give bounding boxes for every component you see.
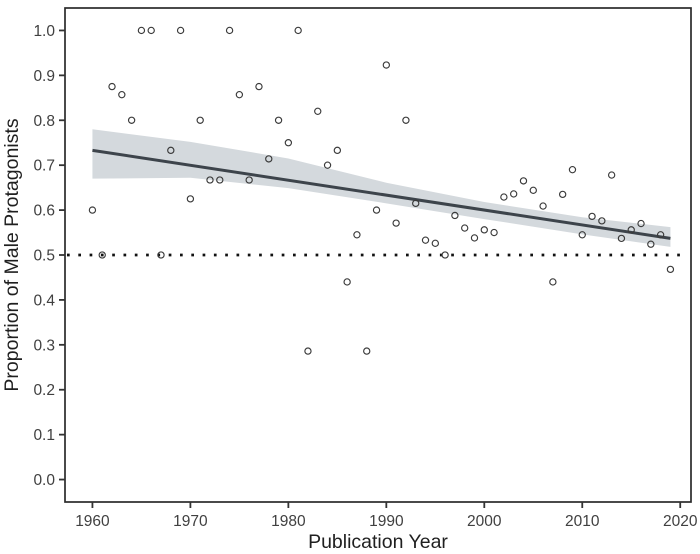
x-tick-label: 1960: [75, 513, 110, 530]
data-point: [519, 177, 528, 185]
data-point: [470, 234, 479, 242]
x-tick-label: 1980: [271, 513, 306, 530]
line-layer: [67, 148, 688, 257]
x-tick-label: 2000: [467, 513, 502, 530]
data-point: [98, 251, 106, 259]
data-point: [441, 251, 449, 259]
y-axis-title: Proportion of Male Protagonists: [1, 118, 23, 391]
data-point: [186, 195, 195, 203]
data-point: [235, 90, 244, 99]
data-point: [245, 176, 253, 184]
data-point: [402, 116, 410, 124]
y-tick-label: 0.2: [33, 382, 55, 399]
y-tick-label: 0.8: [33, 113, 55, 130]
data-point: [284, 139, 293, 147]
y-tick-label: 0.9: [33, 68, 55, 85]
data-point: [372, 206, 381, 214]
data-point: [323, 161, 332, 169]
data-point: [647, 240, 655, 248]
y-tick-label: 0.0: [33, 472, 55, 489]
data-point: [549, 278, 557, 286]
data-point: [314, 107, 322, 115]
y-tick-label: 0.4: [33, 292, 55, 309]
data-point: [431, 239, 439, 247]
data-point: [539, 202, 547, 210]
data-point: [333, 146, 342, 155]
y-tick-label: 0.1: [33, 427, 55, 444]
axis-layer: 1960 1970 1980 1990 2000 2010 2020 0.0 0.1 0.2 0.3…: [33, 7, 698, 530]
data-point: [392, 219, 400, 227]
x-tick-label: 2020: [663, 513, 698, 530]
points-layer: [88, 26, 675, 355]
data-point: [206, 176, 214, 184]
y-tick-label: 0.5: [33, 248, 55, 265]
data-point: [304, 347, 312, 355]
x-tick-label: 1970: [173, 513, 208, 530]
data-point: [225, 26, 234, 35]
confidence-band-layer: [92, 129, 671, 247]
data-point: [216, 176, 224, 184]
x-tick-label: 1990: [369, 513, 404, 530]
y-tick-label: 0.6: [33, 203, 55, 220]
data-point: [558, 190, 567, 199]
data-point: [294, 26, 302, 35]
data-point: [265, 155, 273, 163]
data-point: [656, 231, 665, 239]
data-point: [461, 224, 469, 232]
x-axis-title: Publication Year: [308, 531, 448, 553]
x-tick-label: 2010: [565, 513, 600, 530]
data-point: [578, 231, 586, 239]
data-point: [568, 165, 577, 174]
data-point: [363, 347, 371, 355]
data-point: [137, 26, 146, 35]
data-point: [274, 116, 283, 124]
data-point: [157, 251, 165, 259]
data-point: [118, 90, 126, 99]
trend-line: [92, 148, 671, 240]
data-point: [255, 82, 263, 91]
data-point: [617, 234, 626, 243]
data-point: [196, 116, 204, 124]
y-tick-label: 0.7: [33, 158, 55, 175]
data-point: [666, 265, 675, 274]
data-point: [500, 193, 508, 201]
data-point: [176, 26, 185, 35]
y-tick-label: 1.0: [33, 23, 55, 40]
data-point: [88, 206, 97, 214]
data-point: [627, 226, 635, 234]
data-point: [382, 61, 391, 69]
data-point: [167, 146, 175, 155]
data-point: [490, 228, 498, 237]
data-point: [127, 116, 136, 124]
data-point: [637, 219, 645, 228]
data-point: [588, 212, 596, 221]
data-point: [510, 190, 518, 198]
data-point: [607, 171, 616, 179]
data-point: [412, 199, 420, 208]
data-point: [480, 226, 488, 234]
data-point: [421, 236, 430, 244]
data-point: [108, 82, 116, 91]
data-point: [451, 211, 459, 220]
data-point: [343, 278, 351, 286]
data-point: [529, 186, 537, 195]
y-tick-label: 0.3: [33, 337, 55, 354]
confidence-band: [92, 129, 671, 247]
data-point: [147, 26, 155, 35]
data-point: [353, 231, 361, 239]
data-point: [598, 217, 606, 225]
